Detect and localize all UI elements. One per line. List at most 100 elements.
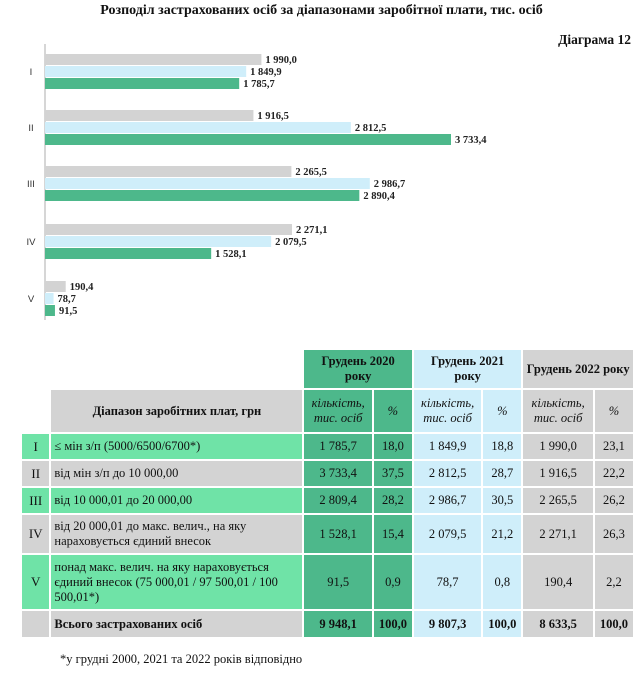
row-desc: ≤ мін з/п (5000/6500/6700*) [51, 434, 303, 459]
category-label: I [30, 67, 33, 78]
range-header: Діапазон заробітних плат, грн [51, 390, 303, 432]
cell: 91,5 [304, 555, 372, 609]
cell: 1 916,5 [523, 461, 593, 486]
cell: 30,5 [483, 488, 522, 513]
row-num: II [22, 461, 50, 486]
total-cell: 100,0 [483, 611, 522, 637]
data-label: 78,7 [58, 294, 76, 305]
bar-2021-I [45, 66, 247, 77]
pct-header-2020: % [373, 390, 412, 432]
table-sub-header-row: Діапазон заробітних плат, грн кількість,… [22, 390, 633, 432]
data-label: 2 890,4 [363, 191, 395, 202]
cell: 23,1 [594, 434, 633, 459]
year-header-2021: Грудень 2021 року [413, 350, 522, 388]
row-num: V [22, 555, 50, 609]
diagram-label: Діаграма 12 [558, 32, 631, 47]
category-label: II [28, 123, 33, 134]
bar-2021-V [45, 293, 54, 304]
data-label: 1 916,5 [257, 111, 289, 122]
data-label: 3 733,4 [455, 135, 487, 146]
table-total-row: Всього застрахованих осіб 9 948,1 100,0 … [22, 611, 633, 637]
cell: 28,7 [483, 461, 522, 486]
total-cell: 9 807,3 [413, 611, 482, 637]
bar-chart: I 1 990,01 849,91 785,7 II 1 916,5 2 812,5 3 … [27, 44, 487, 320]
bar-2022-I [45, 54, 262, 65]
data-label: 1 990,0 [265, 55, 297, 66]
data-label: 190,4 [70, 282, 94, 293]
total-label: Всього застрахованих осіб [51, 611, 303, 637]
cell: 28,2 [373, 488, 412, 513]
data-label: 1 785,7 [243, 79, 275, 90]
total-cell: 100,0 [594, 611, 633, 637]
cell: 18,0 [373, 434, 412, 459]
data-label: 2 265,5 [295, 167, 327, 178]
table-year-header-row: Грудень 2020 року Грудень 2021 року Груд… [22, 350, 633, 388]
category-label: IV [27, 237, 37, 248]
total-cell: 8 633,5 [523, 611, 593, 637]
table-row: IV від 20 000,01 до макс. велич., на яку… [22, 515, 633, 553]
cell: 15,4 [373, 515, 412, 553]
bar-2021-III [45, 178, 370, 189]
cell: 78,7 [413, 555, 482, 609]
cell: 2 812,5 [413, 461, 482, 486]
cell: 190,4 [523, 555, 593, 609]
data-label: 2 986,7 [374, 179, 406, 190]
table-row: I ≤ мін з/п (5000/6500/6700*) 1 785,7 18… [22, 434, 633, 459]
bar-2022-II [45, 110, 254, 121]
bar-2022-V [45, 281, 66, 292]
cell: 2 079,5 [413, 515, 482, 553]
cell: 22,2 [594, 461, 633, 486]
table-row: II від мін з/п до 10 000,00 3 733,4 37,5… [22, 461, 633, 486]
cell: 1 849,9 [413, 434, 482, 459]
data-label: 91,5 [59, 306, 77, 317]
bar-2022-III [45, 166, 292, 177]
cell: 21,2 [483, 515, 522, 553]
count-header-2021: кількість, тис. осіб [413, 390, 482, 432]
bar-2020-III [45, 190, 360, 201]
row-num: IV [22, 515, 50, 553]
total-cell: 9 948,1 [304, 611, 372, 637]
salary-range-table: Грудень 2020 року Грудень 2021 року Груд… [20, 348, 635, 639]
chart-title: Розподіл застрахованих осіб за діапазона… [100, 3, 543, 18]
cell: 1 785,7 [304, 434, 372, 459]
bar-2021-II [45, 122, 351, 133]
bar-2020-V [45, 305, 55, 316]
cell: 26,3 [594, 515, 633, 553]
cell: 18,8 [483, 434, 522, 459]
data-label: 2 271,1 [296, 225, 328, 236]
bar-2020-II [45, 134, 451, 145]
total-cell: 100,0 [373, 611, 412, 637]
data-label: 1 849,9 [250, 67, 282, 78]
cell: 1 990,0 [523, 434, 593, 459]
bar-2020-I [45, 78, 240, 89]
row-desc: від 10 000,01 до 20 000,00 [51, 488, 303, 513]
data-label: 2 079,5 [275, 237, 307, 248]
row-desc: від мін з/п до 10 000,00 [51, 461, 303, 486]
data-label: 2 812,5 [355, 123, 387, 134]
row-num: I [22, 434, 50, 459]
cell: 2 809,4 [304, 488, 372, 513]
total-blank [22, 611, 50, 637]
cell: 2,2 [594, 555, 633, 609]
footnote: *у грудні 2000, 2021 та 2022 років відпо… [60, 652, 303, 666]
cell: 2 265,5 [523, 488, 593, 513]
cell: 2 986,7 [413, 488, 482, 513]
count-header-2020: кількість, тис. осіб [304, 390, 372, 432]
cell: 37,5 [373, 461, 412, 486]
category-label: III [27, 179, 35, 190]
bar-2022-IV [45, 224, 292, 235]
table-row: V понад макс. велич. на яку нараховуєтьс… [22, 555, 633, 609]
cell: 26,2 [594, 488, 633, 513]
cell: 1 528,1 [304, 515, 372, 553]
sub-header-blank [22, 390, 50, 432]
cell: 2 271,1 [523, 515, 593, 553]
bar-2020-IV [45, 248, 212, 259]
cell: 3 733,4 [304, 461, 372, 486]
pct-header-2021: % [483, 390, 522, 432]
count-header-2022: кількість, тис. осіб [523, 390, 593, 432]
cell: 0,9 [373, 555, 412, 609]
row-num: III [22, 488, 50, 513]
row-desc: понад макс. велич. на яку нараховується … [51, 555, 303, 609]
data-label: 1 528,1 [215, 249, 247, 260]
table-row: III від 10 000,01 до 20 000,00 2 809,4 2… [22, 488, 633, 513]
